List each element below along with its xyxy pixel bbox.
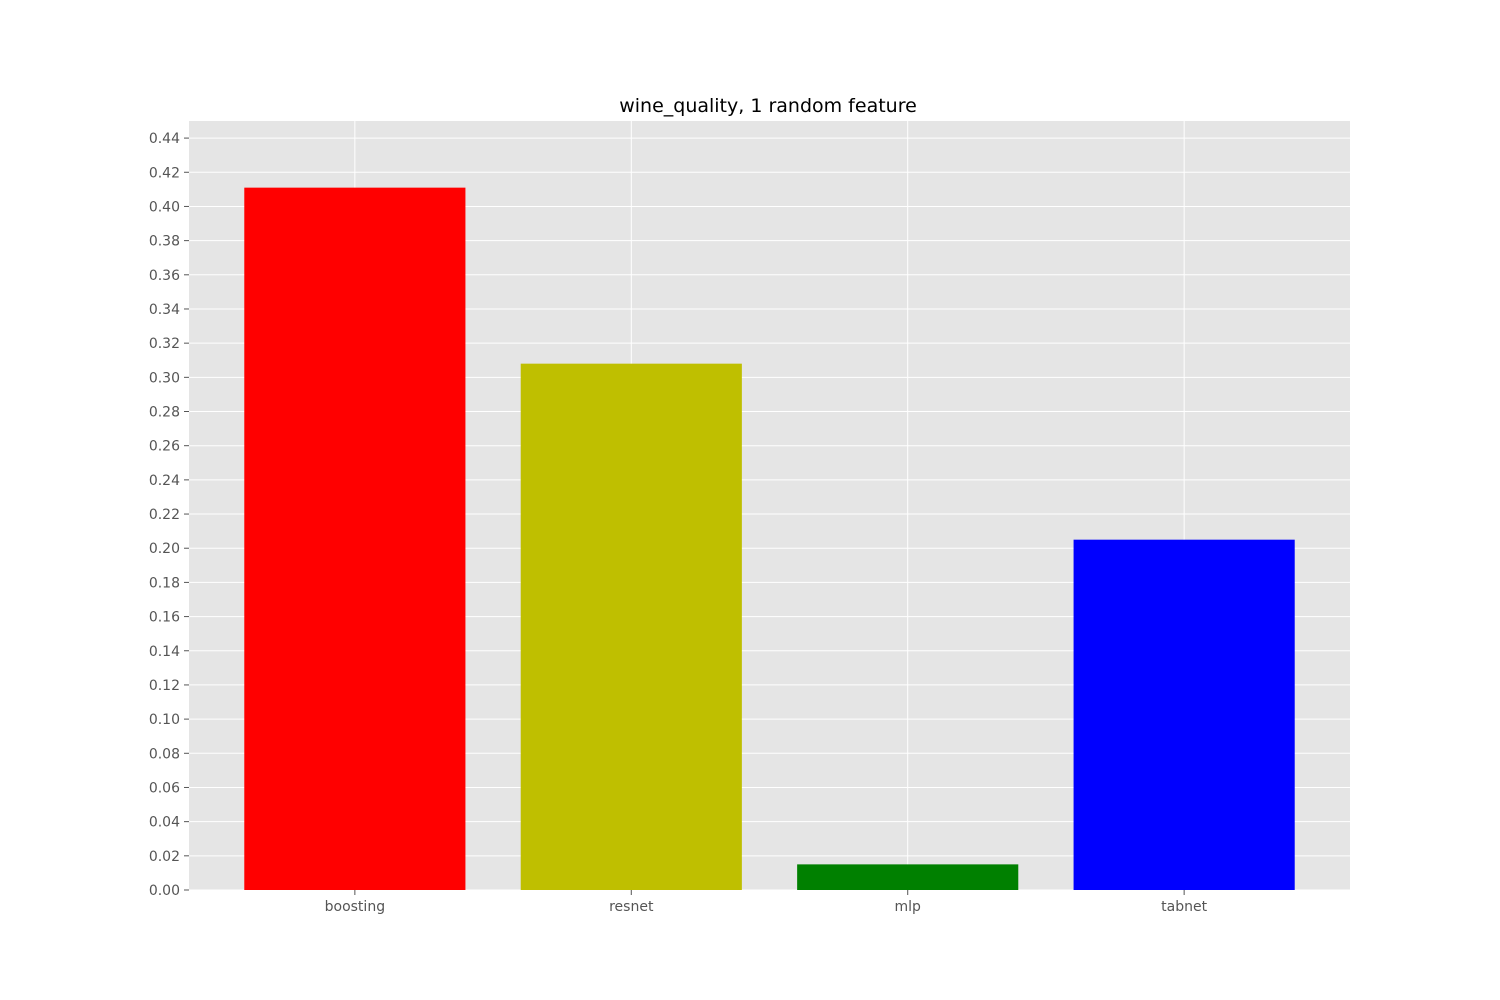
bar-mlp xyxy=(797,864,1019,890)
y-tick-label: 0.16 xyxy=(149,610,180,626)
y-tick-label: 0.34 xyxy=(149,302,180,318)
y-tick-label: 0.18 xyxy=(149,575,180,591)
x-tick-label: resnet xyxy=(609,899,654,915)
y-tick-label: 0.24 xyxy=(149,473,180,489)
y-tick-label: 0.36 xyxy=(149,268,180,284)
y-tick-label: 0.00 xyxy=(149,883,180,899)
bar-boosting xyxy=(244,187,466,890)
bar-tabnet xyxy=(1073,539,1295,890)
y-tick-label: 0.30 xyxy=(149,370,180,386)
y-tick-label: 0.14 xyxy=(149,644,180,660)
y-tick-label: 0.20 xyxy=(149,541,180,557)
chart-title: wine_quality, 1 random feature xyxy=(619,95,917,117)
bars xyxy=(244,187,1295,890)
y-tick-label: 0.12 xyxy=(149,678,180,694)
y-tick-label: 0.40 xyxy=(149,199,180,215)
x-tick-label: boosting xyxy=(325,899,385,915)
y-tick-label: 0.04 xyxy=(149,815,180,831)
y-tick-label: 0.28 xyxy=(149,405,180,421)
y-tick-label: 0.10 xyxy=(149,712,180,728)
y-axis-ticks: 0.00 0.02 0.04 0.06 0.08 0.10 0.12 0.14 0.16 0.18… xyxy=(149,131,189,899)
x-tick-label: tabnet xyxy=(1161,899,1207,915)
x-tick-label: mlp xyxy=(895,899,922,915)
y-tick-label: 0.44 xyxy=(149,131,180,147)
y-tick-label: 0.26 xyxy=(149,439,180,455)
y-tick-label: 0.06 xyxy=(149,780,180,796)
y-tick-label: 0.38 xyxy=(149,234,180,250)
y-tick-label: 0.08 xyxy=(149,746,180,762)
bar-resnet xyxy=(520,363,742,890)
y-tick-label: 0.32 xyxy=(149,336,180,352)
y-tick-label: 0.22 xyxy=(149,507,180,523)
y-tick-label: 0.42 xyxy=(149,165,180,181)
x-axis-ticks: boosting resnet mlp tabnet xyxy=(325,890,1208,915)
y-tick-label: 0.02 xyxy=(149,849,180,865)
